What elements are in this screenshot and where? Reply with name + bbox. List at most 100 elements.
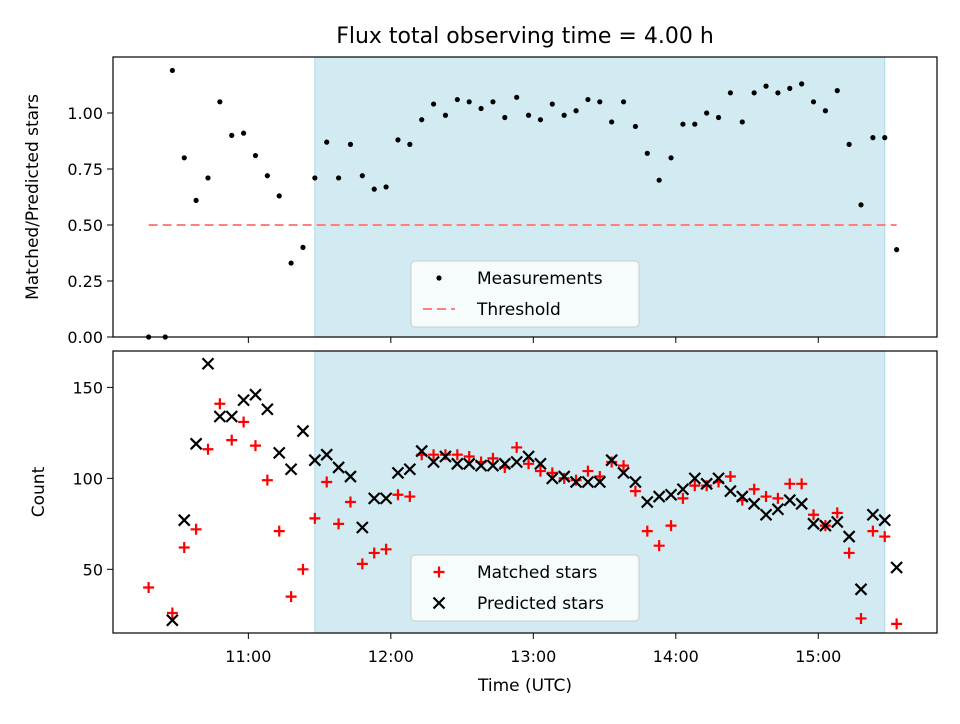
matched-star-point [558,472,570,484]
measurement-point [478,105,484,112]
measurement-point [775,90,781,96]
matched-star-point [534,465,546,477]
predicted-star-point [439,450,452,463]
chart-title: Flux total observing time = 4.00 h [336,24,714,49]
measurement-point [193,197,199,203]
predicted-star-point [581,475,595,489]
bottom-y-axis-label: Count [29,466,49,517]
measurement-point [419,117,425,123]
measurement-point [217,99,223,105]
y-tick-label: 1.00 [67,104,103,123]
top-legend: Measurements Threshold [410,260,640,328]
predicted-star-point [249,388,262,401]
measurement-point [763,83,769,89]
matched-star-point [665,520,677,532]
legend-box [410,554,640,622]
predicted-star-point [724,484,737,498]
matched-star-point [546,467,558,479]
y-tick-label: 0.75 [67,160,103,179]
predicted-star-point [320,448,333,461]
y-tick-label: 50 [83,560,103,579]
measurement-point [692,121,698,127]
matched-star-point [190,523,202,535]
measurement-point [620,99,627,105]
predicted-star-point [546,472,559,485]
measurement-point [870,135,876,141]
predicted-star-point [308,453,322,467]
matched-star-point [677,492,689,504]
y-tick-label: 150 [72,378,103,397]
top-plot-marks [146,67,900,340]
matched-star-point [309,512,321,524]
measurement-point [704,110,710,116]
x-tick-label: 14:00 [653,647,699,666]
matched-star-point [511,441,523,453]
predicted-star-point [284,462,298,476]
matched-star-point [653,540,665,552]
measurement-point [169,67,175,74]
measurement-point [739,119,745,125]
predicted-star-point [498,457,512,471]
x-axis-label: Time (UTC) [477,676,572,696]
predicted-star-point [522,450,535,463]
predicted-star-point [379,492,393,505]
measurement-point [229,132,235,138]
predicted-star-point [795,497,808,511]
top-y-axis-label: Matched/Predicted stars [23,94,43,300]
measurement-point [810,99,817,105]
measurement-point [264,173,270,179]
y-tick-label: 100 [72,469,103,488]
measurement-point [430,101,437,107]
predicted-star-point [451,457,464,471]
predicted-star-point [177,513,191,527]
matched-star-point [701,480,713,492]
top-plot-frame [112,56,938,338]
legend-label: Measurements [477,269,603,289]
measurement-point [751,90,757,96]
matched-star-point [724,471,736,483]
matched-star-point [226,434,238,446]
y-tick-label: 0.25 [67,272,103,291]
matched-star-point [428,449,440,461]
predicted-star-point [462,457,476,471]
predicted-star-point [296,424,310,438]
predicted-star-point [391,466,405,480]
measurement-point [514,94,520,100]
measurement-point [668,155,674,161]
measurement-point [490,99,496,105]
measurement-point [609,119,615,125]
matched-star-point [451,449,463,461]
matched-star-point [285,591,297,603]
x-tick-label: 15:00 [795,647,841,666]
measurement-point [252,152,259,159]
matched-star-point [618,460,630,472]
predicted-star-point [712,472,725,485]
measurement-point [561,112,567,118]
predicted-star-point [652,490,666,503]
legend-predicted-swatch [432,596,446,610]
predicted-star-point [736,490,749,503]
predicted-star-point [783,493,797,507]
measurement-point [882,135,888,141]
measurement-point [371,186,377,192]
predicted-star-point [237,393,250,407]
measurement-point [347,141,354,147]
predicted-star-point [819,519,832,532]
measurement-point [288,260,294,266]
legend-label: Predicted stars [477,594,604,614]
matched-star-point [879,531,891,543]
measurement-point [324,139,330,145]
measurement-point [715,114,722,121]
matched-star-point [843,547,855,559]
legend-label: Matched stars [477,563,597,583]
measurement-point [846,141,852,147]
matched-star-point [784,478,796,490]
measurement-point [573,108,579,114]
matched-star-point [368,547,380,559]
predicted-star-point [367,492,381,505]
predicted-star-point [747,497,761,511]
measurement-point [525,112,532,118]
predicted-star-point [759,508,773,522]
measurement-point [799,81,805,87]
